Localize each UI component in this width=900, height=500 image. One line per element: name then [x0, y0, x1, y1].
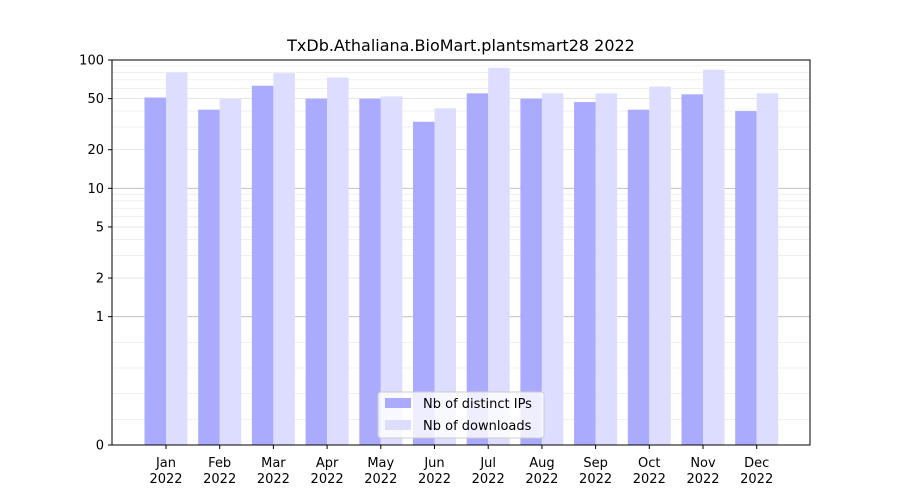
x-tick-label-month: May — [367, 456, 394, 471]
bar-downloads-mar — [273, 73, 295, 446]
x-tick-label-month: Jul — [479, 456, 496, 471]
bar-downloads-jul — [488, 67, 510, 446]
bar-distinct-ips-dec — [735, 111, 757, 445]
bar-distinct-ips-jun — [413, 121, 435, 445]
bar-downloads-nov — [703, 69, 725, 445]
bar-distinct-ips-oct — [627, 109, 650, 445]
x-tick-label-year: 2022 — [686, 472, 719, 487]
x-tick-label-month: Mar — [261, 456, 286, 471]
legend-box — [377, 391, 545, 439]
x-tick-label-year: 2022 — [418, 472, 451, 487]
y-tick-label: 0 — [96, 439, 104, 454]
x-tick-label-year: 2022 — [472, 472, 505, 487]
bar-distinct-ips-nov — [681, 94, 703, 445]
plot-frame — [111, 59, 811, 446]
bar-downloads-oct — [649, 86, 671, 445]
y-tick-label: 50 — [87, 92, 104, 107]
x-tick-label-month: Dec — [744, 456, 769, 471]
bar-downloads-may — [380, 96, 403, 446]
bar-downloads-jun — [434, 108, 456, 446]
x-tick-label-year: 2022 — [579, 472, 612, 487]
bar-distinct-ips-feb — [198, 109, 220, 445]
bar-distinct-ips-mar — [251, 85, 274, 446]
y-axis-ticks: 0 1 2 5 10 20 50 100 — [79, 54, 112, 454]
bar-downloads-aug — [541, 93, 564, 445]
y-tick-label: 20 — [87, 143, 104, 158]
x-tick-label-year: 2022 — [633, 472, 666, 487]
legend-label-downloads: Nb of downloads — [423, 419, 532, 434]
bar-distinct-ips-may — [359, 98, 381, 446]
y-tick-label: 5 — [96, 220, 104, 235]
x-tick-label-month: Sep — [583, 456, 608, 471]
bar-downloads-feb — [219, 98, 242, 446]
y-tick-label: 100 — [79, 54, 104, 69]
x-tick-label-year: 2022 — [311, 472, 344, 487]
y-tick-label: 1 — [96, 310, 104, 325]
x-tick-label-year: 2022 — [740, 472, 773, 487]
x-tick-label-month: Jun — [423, 456, 444, 471]
x-tick-label-year: 2022 — [203, 472, 236, 487]
x-axis-ticks: Jan2022Feb2022Mar2022Apr2022May2022Jun20… — [149, 445, 773, 487]
y-tick-label: 2 — [96, 272, 104, 287]
chart-title: TxDb.Athaliana.BioMart.plantsmart28 2022 — [286, 36, 635, 55]
legend-label-distinct-ips: Nb of distinct IPs — [423, 397, 532, 412]
x-tick-label-month: Nov — [690, 456, 716, 471]
x-tick-label-month: Feb — [208, 456, 231, 471]
bar-distinct-ips-sep — [574, 102, 596, 445]
bar-downloads-dec — [756, 93, 779, 445]
legend-swatch-distinct-ips — [385, 398, 411, 408]
bar-downloads-sep — [595, 93, 618, 445]
bar-distinct-ips-aug — [520, 98, 542, 446]
y-tick-label: 10 — [87, 182, 104, 197]
x-tick-label-year: 2022 — [257, 472, 290, 487]
x-tick-label-year: 2022 — [525, 472, 558, 487]
x-tick-label-year: 2022 — [364, 472, 397, 487]
bar-distinct-ips-apr — [305, 98, 328, 446]
x-tick-label-month: Oct — [638, 456, 660, 471]
bar-downloads-apr — [327, 77, 349, 446]
x-tick-label-month: Apr — [316, 456, 339, 471]
legend-swatch-downloads — [385, 420, 411, 430]
bars — [144, 67, 779, 446]
x-tick-label-month: Aug — [529, 456, 554, 471]
x-tick-label-year: 2022 — [149, 472, 182, 487]
bar-distinct-ips-jan — [144, 97, 166, 445]
x-tick-label-month: Jan — [155, 456, 176, 471]
bar-distinct-ips-jul — [466, 93, 489, 445]
bar-downloads-jan — [166, 72, 188, 446]
legend: Nb of distinct IPs Nb of downloads — [377, 391, 545, 439]
